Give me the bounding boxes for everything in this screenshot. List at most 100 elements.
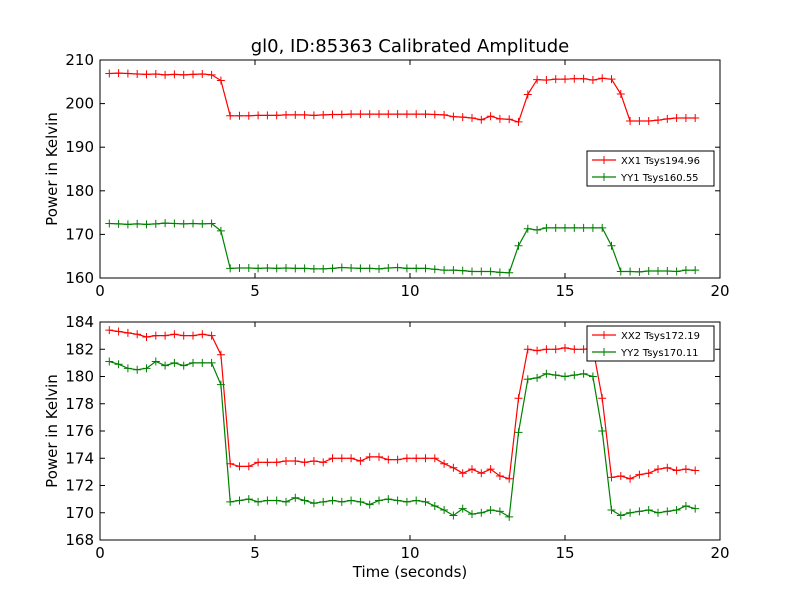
y-tick-label: 182 — [65, 340, 94, 358]
legend-marker — [600, 173, 608, 181]
data-point-marker — [244, 111, 253, 120]
data-point-marker — [430, 501, 439, 510]
data-point-marker — [421, 497, 430, 506]
series-xx2 — [105, 326, 700, 483]
x-tick-label: 5 — [250, 544, 260, 562]
data-point-marker — [533, 75, 542, 84]
data-point-marker — [114, 69, 123, 78]
data-point-marker — [393, 455, 402, 464]
data-point-marker — [626, 117, 635, 126]
data-point-marker — [654, 508, 662, 517]
y-tick-label: 170 — [65, 225, 94, 243]
data-point-marker — [440, 506, 449, 515]
data-point-marker — [179, 70, 188, 79]
data-point-marker — [505, 115, 514, 124]
data-point-marker — [561, 343, 569, 352]
data-point-marker — [514, 428, 523, 437]
data-point-marker — [123, 328, 132, 337]
data-point-marker — [300, 458, 309, 467]
data-point-marker — [170, 358, 179, 367]
data-point-marker — [644, 267, 653, 276]
data-point-marker — [607, 473, 616, 482]
data-point-marker — [449, 112, 458, 121]
data-point-marker — [133, 365, 142, 374]
series-yy1 — [105, 219, 700, 277]
data-point-marker — [691, 113, 700, 122]
data-point-marker — [598, 74, 607, 83]
data-point-marker — [542, 76, 551, 85]
data-point-marker — [309, 456, 318, 465]
data-point-marker — [263, 111, 272, 120]
data-point-marker — [151, 219, 160, 228]
series-yy2 — [105, 357, 700, 521]
data-point-marker — [161, 331, 170, 340]
data-point-marker — [365, 500, 374, 509]
data-point-marker — [579, 369, 588, 378]
x-tick-label: 15 — [555, 544, 574, 562]
data-point-marker — [151, 69, 160, 78]
data-point-marker — [616, 90, 625, 99]
data-point-marker — [161, 361, 170, 370]
data-point-marker — [588, 76, 597, 85]
data-point-marker — [347, 263, 356, 272]
data-point-marker — [105, 357, 114, 366]
data-point-marker — [356, 110, 365, 119]
data-point-marker — [588, 223, 597, 232]
data-point-marker — [263, 458, 272, 467]
data-point-marker — [561, 223, 569, 232]
data-point-marker — [384, 263, 393, 272]
data-point-marker — [142, 220, 151, 229]
data-point-marker — [384, 495, 393, 504]
data-point-marker — [393, 496, 402, 505]
data-point-marker — [198, 358, 207, 367]
data-point-marker — [114, 327, 123, 336]
x-tick-label: 15 — [555, 282, 574, 300]
data-point-marker — [691, 266, 700, 275]
y-tick-label: 178 — [65, 395, 94, 413]
data-point-marker — [114, 219, 123, 228]
data-point-marker — [114, 360, 123, 369]
data-point-marker — [235, 462, 244, 471]
y-tick-label: 190 — [65, 138, 94, 156]
data-point-marker — [579, 345, 588, 354]
data-point-marker — [179, 219, 188, 228]
data-point-marker — [570, 345, 579, 354]
data-point-marker — [616, 471, 625, 480]
data-point-marker — [644, 469, 653, 478]
data-point-marker — [495, 471, 504, 480]
data-point-marker — [533, 373, 542, 382]
data-point-marker — [282, 110, 290, 119]
data-point-marker — [477, 115, 486, 124]
data-point-marker — [542, 223, 551, 232]
y-tick-label: 180 — [65, 368, 94, 386]
data-point-marker — [598, 427, 607, 435]
data-point-marker — [412, 110, 421, 119]
data-point-marker — [468, 267, 476, 276]
data-point-marker — [216, 76, 225, 85]
data-point-marker — [486, 112, 495, 121]
data-point-marker — [347, 496, 356, 505]
data-point-marker — [319, 458, 328, 467]
data-point-marker — [151, 331, 160, 340]
data-point-marker — [542, 369, 551, 378]
data-point-marker — [561, 75, 569, 84]
data-point-marker — [105, 219, 114, 228]
data-point-marker — [412, 264, 421, 273]
data-point-marker — [616, 511, 625, 520]
data-point-marker — [244, 462, 253, 471]
legend-label: YY1 Tsys160.55 — [620, 173, 699, 184]
data-point-marker — [449, 463, 458, 472]
data-point-marker — [458, 469, 467, 478]
data-point-marker — [570, 223, 579, 232]
data-point-marker — [133, 69, 142, 78]
data-point-marker — [681, 501, 690, 510]
data-point-marker — [644, 506, 653, 515]
data-point-marker — [570, 371, 579, 380]
data-point-marker — [458, 504, 467, 513]
data-point-marker — [347, 454, 356, 463]
data-point-marker — [644, 117, 653, 126]
data-point-marker — [123, 364, 132, 373]
data-point-marker — [365, 264, 374, 273]
data-point-marker — [393, 110, 402, 119]
